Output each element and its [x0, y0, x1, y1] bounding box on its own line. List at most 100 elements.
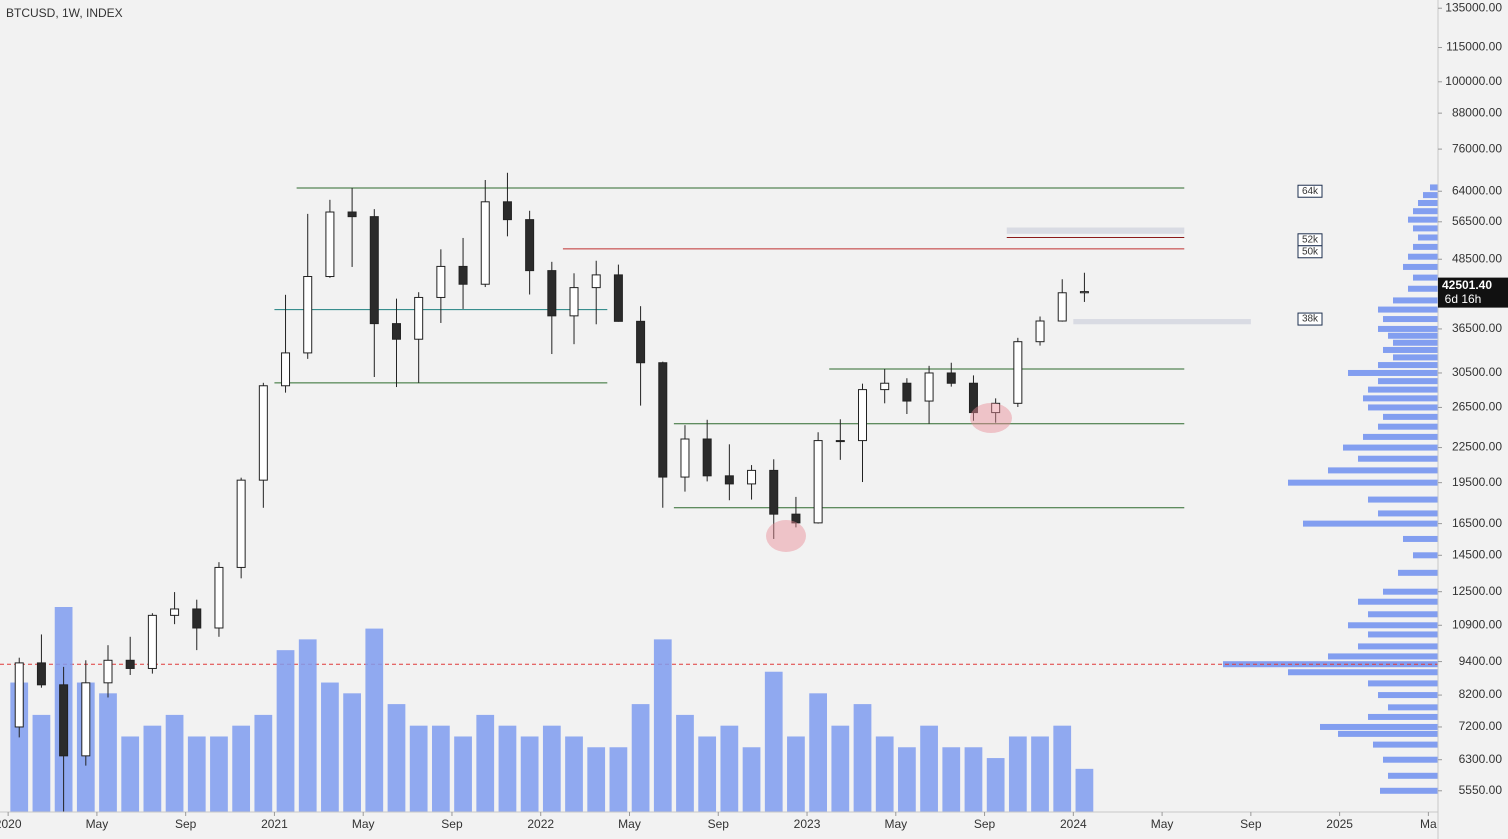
candle-body	[591, 274, 601, 289]
volume-bar	[365, 628, 384, 812]
level-tag: 38k	[1302, 314, 1319, 325]
volume-profile-bar	[1378, 325, 1438, 332]
volume-bar	[853, 704, 872, 812]
volume-bar	[720, 725, 739, 812]
candle-body	[281, 352, 291, 387]
volume-bar	[898, 747, 916, 812]
volume-profile-bar	[1378, 362, 1438, 369]
candle-body	[303, 276, 313, 354]
volume-bar	[986, 758, 1005, 812]
y-tick-label: 16500.00	[1452, 516, 1502, 530]
volume-bar	[942, 747, 961, 812]
y-tick-label: 48500.00	[1452, 251, 1502, 265]
level-tag: 52k	[1302, 234, 1319, 245]
x-tick-label: May	[884, 817, 907, 831]
volume-profile-bar	[1383, 316, 1438, 323]
y-tick-label: 5550.00	[1459, 783, 1503, 797]
candle-body	[147, 614, 157, 669]
volume-bar	[875, 736, 894, 812]
volume-bar	[920, 725, 938, 812]
level-tag-box	[1297, 184, 1323, 198]
volume-bar	[698, 736, 717, 812]
volume-profile-bar	[1383, 346, 1438, 353]
volume-bar	[787, 736, 805, 812]
y-tick-label: 76000.00	[1452, 141, 1502, 155]
volume-profile-bar	[1413, 274, 1438, 281]
y-tick-label: 30500.00	[1452, 365, 1502, 379]
candle-body	[480, 201, 490, 285]
candle-body	[569, 287, 579, 317]
volume-profile-bar	[1413, 208, 1438, 215]
volume-bar	[520, 736, 539, 812]
volume-bar	[1053, 725, 1072, 812]
last-price-box	[1438, 277, 1508, 308]
candle-body	[36, 662, 46, 686]
level-tag-box	[1297, 312, 1323, 326]
volume-profile-bar	[1380, 787, 1438, 794]
volume-bar	[676, 714, 694, 812]
volume-profile-bar	[1378, 692, 1438, 699]
volume-bar	[764, 671, 783, 812]
volume-profile-bar	[1378, 423, 1438, 430]
volume-bar	[187, 736, 206, 812]
volume-profile-bar	[1368, 496, 1438, 503]
volume-profile-bar	[1288, 669, 1438, 676]
candle-body	[924, 372, 934, 402]
volume-profile-bar	[1413, 552, 1438, 559]
candle-body	[214, 566, 224, 629]
volume-profile-bar	[1378, 510, 1438, 517]
volume-profile-bar	[1413, 225, 1438, 232]
y-tick-label: 64000.00	[1452, 183, 1502, 197]
volume-profile-bar	[1303, 520, 1438, 527]
candle-body	[1013, 341, 1023, 404]
countdown-label: 6d 16h	[1445, 292, 1482, 306]
volume-bar	[1008, 736, 1027, 812]
x-tick-label: May	[86, 817, 109, 831]
volume-bar	[387, 704, 406, 812]
candle-body	[902, 382, 912, 402]
x-tick-label: 2025	[1326, 817, 1353, 831]
volume-bar	[298, 639, 317, 812]
volume-bar	[542, 725, 561, 812]
candle-body	[1057, 292, 1067, 322]
volume-profile-bar	[1408, 216, 1438, 223]
last-price-label: 42501.40	[1442, 278, 1492, 292]
zone	[1073, 319, 1251, 325]
highlight-circle	[766, 520, 806, 552]
volume-bar	[587, 747, 606, 812]
level-tag: 64k	[1302, 186, 1319, 197]
candle-body	[347, 211, 357, 218]
volume-profile-bar	[1383, 588, 1438, 595]
candle-body	[502, 201, 512, 221]
candle-body	[946, 372, 956, 384]
volume-profile-bar	[1383, 756, 1438, 763]
volume-bar	[1031, 736, 1049, 812]
chart-title: BTCUSD, 1W, INDEX	[6, 6, 123, 20]
x-tick-label: 2024	[1060, 817, 1087, 831]
candle-body	[880, 382, 890, 391]
y-tick-label: 22500.00	[1452, 440, 1502, 454]
candle-body	[680, 438, 690, 478]
candle-body	[835, 440, 845, 443]
y-tick-label: 7200.00	[1459, 719, 1503, 733]
volume-bar	[1075, 768, 1094, 812]
volume-profile-bar	[1358, 643, 1438, 650]
volume-profile-bar	[1393, 354, 1438, 361]
volume-profile-bar	[1338, 730, 1438, 737]
volume-profile-bar	[1378, 378, 1438, 385]
candle-body	[747, 469, 757, 485]
x-tick-label: May	[1151, 817, 1174, 831]
y-tick-label: 14500.00	[1452, 547, 1502, 561]
y-tick-label: 6300.00	[1459, 752, 1503, 766]
y-tick-label: 12500.00	[1452, 584, 1502, 598]
x-tick-label: Sep	[708, 817, 730, 831]
volume-profile-bar	[1368, 713, 1438, 720]
candle-body	[791, 513, 801, 524]
y-tick-label: 135000.00	[1445, 0, 1502, 14]
y-tick-label: 88000.00	[1452, 105, 1502, 119]
volume-profile-bar	[1423, 192, 1438, 199]
candle-body	[769, 469, 779, 515]
candle-body	[636, 320, 646, 364]
x-tick-label: 2022	[527, 817, 554, 831]
volume-profile-bar	[1393, 297, 1438, 304]
